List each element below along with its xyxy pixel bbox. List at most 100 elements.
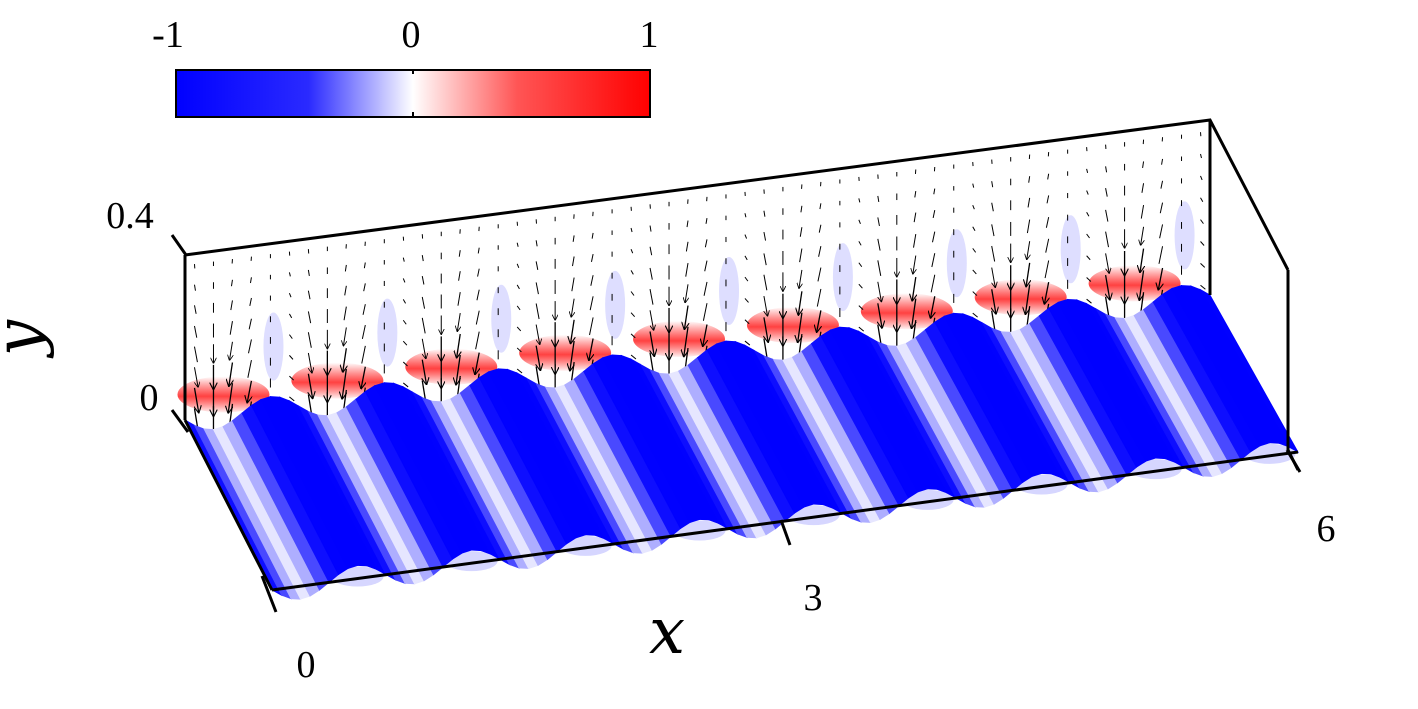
velocity-arrow bbox=[705, 218, 708, 224]
velocity-arrow bbox=[475, 310, 480, 325]
velocity-arrow bbox=[1140, 248, 1144, 273]
colorbar: -1 0 1 bbox=[152, 14, 659, 118]
velocity-arrow bbox=[799, 227, 803, 237]
velocity-arrow bbox=[630, 291, 635, 296]
velocity-arrow bbox=[650, 331, 654, 356]
velocity-arrow bbox=[229, 362, 233, 387]
velocity-arrow bbox=[1045, 238, 1050, 253]
velocity-arrow bbox=[1086, 190, 1089, 195]
velocity-arrow bbox=[1200, 241, 1205, 246]
velocity-arrow bbox=[685, 263, 689, 277]
velocity-arrow bbox=[402, 257, 405, 262]
velocity-arrow bbox=[589, 296, 594, 311]
velocity-arrow bbox=[972, 248, 977, 253]
velocity-arrow bbox=[931, 253, 936, 268]
velocity-arrow bbox=[744, 234, 748, 239]
velocity-arrow bbox=[1026, 262, 1030, 287]
velocity-arrow bbox=[1086, 298, 1092, 304]
velocity-arrow bbox=[343, 306, 347, 321]
velocity-arrow bbox=[421, 338, 426, 359]
velocity-arrow bbox=[858, 198, 861, 203]
velocity-arrow bbox=[913, 255, 916, 274]
velocity-arrow bbox=[477, 247, 480, 254]
velocity-arrow bbox=[1044, 260, 1050, 279]
velocity-arrow bbox=[744, 276, 749, 282]
shading-red-band bbox=[860, 293, 953, 330]
velocity-arrow bbox=[877, 238, 881, 251]
velocity-arrow bbox=[361, 345, 366, 364]
velocity-arrow bbox=[535, 240, 538, 247]
velocity-arrow bbox=[1105, 253, 1110, 273]
velocity-arrow bbox=[991, 245, 996, 262]
velocity-arrow bbox=[630, 312, 636, 318]
velocity-arrow bbox=[649, 289, 654, 305]
velocity-arrow bbox=[685, 284, 688, 302]
velocity-arrow bbox=[193, 346, 198, 363]
velocity-arrow bbox=[630, 270, 634, 275]
velocity-arrow bbox=[589, 317, 594, 336]
velocity-arrow bbox=[289, 355, 294, 360]
x-tick-left bbox=[260, 575, 278, 613]
velocity-arrow bbox=[1200, 197, 1204, 203]
velocity-arrow bbox=[858, 219, 861, 225]
velocity-arrow bbox=[344, 264, 347, 272]
velocity-arrow bbox=[572, 235, 575, 242]
velocity-arrow bbox=[402, 299, 406, 304]
velocity-arrow bbox=[230, 300, 233, 311]
velocity-arrow bbox=[194, 387, 198, 413]
velocity-arrow bbox=[630, 354, 637, 360]
velocity-arrow bbox=[342, 368, 347, 399]
shading-blue-streak bbox=[377, 298, 398, 367]
x-tick-label-left: 0 bbox=[297, 644, 316, 686]
velocity-arrow bbox=[932, 209, 936, 219]
velocity-arrow bbox=[1141, 183, 1145, 193]
velocity-arrow bbox=[744, 319, 750, 325]
velocity-arrow bbox=[933, 188, 936, 195]
velocity-arrow bbox=[1140, 204, 1145, 219]
velocity-arrow bbox=[649, 246, 653, 256]
velocity-arrow bbox=[570, 340, 575, 371]
velocity-arrow bbox=[704, 239, 708, 248]
velocity-arrow bbox=[1106, 275, 1110, 300]
velocity-arrow bbox=[344, 285, 347, 296]
velocity-arrow bbox=[571, 298, 574, 317]
velocity-arrow bbox=[289, 375, 294, 381]
velocity-arrow bbox=[744, 340, 751, 346]
x-axis-title: x bbox=[649, 595, 685, 669]
velocity-arrow bbox=[590, 253, 594, 263]
velocity-arrow bbox=[516, 305, 521, 311]
velocity-arrow bbox=[817, 310, 821, 332]
shading-blue-streak bbox=[832, 243, 853, 312]
velocity-arrow bbox=[991, 267, 996, 288]
velocity-arrow bbox=[744, 255, 748, 261]
velocity-arrow bbox=[744, 213, 747, 218]
velocity-arrow bbox=[247, 360, 252, 378]
velocity-arrow bbox=[571, 319, 575, 344]
velocity-arrow bbox=[457, 292, 461, 306]
velocity-arrow bbox=[1160, 180, 1164, 189]
velocity-arrow bbox=[458, 271, 461, 281]
shading-red-band bbox=[519, 334, 612, 371]
velocity-arrow bbox=[536, 345, 540, 371]
velocity-arrow bbox=[422, 359, 426, 385]
velocity-arrow bbox=[877, 260, 882, 276]
x-tick-label-right: 6 bbox=[1317, 508, 1336, 550]
velocity-arrow bbox=[1025, 284, 1031, 315]
velocity-arrow bbox=[247, 380, 251, 403]
velocity-arrow bbox=[877, 281, 882, 302]
velocity-arrow bbox=[475, 331, 480, 350]
velocity-arrow bbox=[193, 305, 197, 314]
velocity-arrow bbox=[249, 277, 252, 284]
velocity-arrow bbox=[361, 366, 365, 389]
velocity-arrow bbox=[1047, 173, 1050, 180]
velocity-arrow bbox=[763, 253, 767, 266]
velocity-arrow bbox=[572, 256, 575, 267]
velocity-arrow bbox=[1027, 241, 1030, 259]
velocity-arrow bbox=[307, 290, 311, 300]
velocity-arrow bbox=[858, 262, 863, 268]
velocity-arrow bbox=[630, 227, 633, 233]
velocity-arrow bbox=[1086, 255, 1091, 261]
velocity-arrow bbox=[516, 284, 520, 290]
velocity-arrow bbox=[913, 233, 917, 248]
velocity-arrow bbox=[288, 334, 293, 339]
